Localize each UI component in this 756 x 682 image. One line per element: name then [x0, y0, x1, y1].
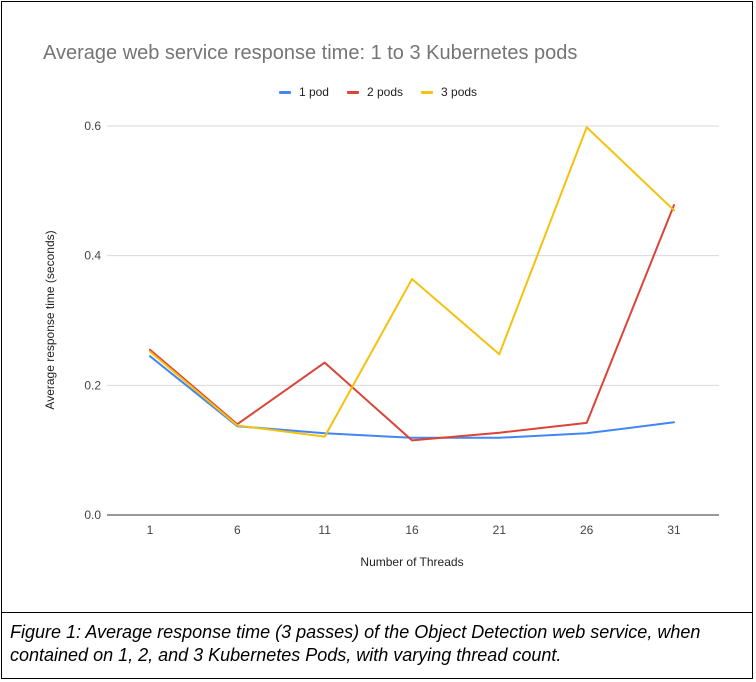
legend-swatch-1-pod	[278, 90, 291, 94]
y-tick-label: 0.4	[84, 249, 101, 263]
legend-swatch-3-pods	[421, 90, 434, 94]
y-tick-label: 0.6	[84, 119, 101, 133]
x-tick-label: 6	[234, 523, 241, 537]
gridlines	[107, 125, 719, 516]
legend-item-3-pods: 3 pods	[421, 85, 477, 99]
x-tick-label: 26	[580, 523, 594, 537]
legend-item-1-pod: 1 pod	[278, 85, 329, 99]
y-tick-label: 0.2	[84, 378, 101, 392]
figure-caption: Figure 1: Average response time (3 passe…	[10, 622, 701, 665]
chart-title: Average web service response time: 1 to …	[43, 42, 578, 64]
x-tick-label: 1	[147, 523, 154, 537]
series-line-1-pod	[149, 355, 675, 439]
legend-label-3-pods: 3 pods	[441, 85, 478, 99]
x-tick-label: 11	[318, 523, 331, 537]
y-axis-ticks: 0.0 0.2 0.4 0.6	[84, 119, 101, 522]
caption-divider	[2, 612, 752, 613]
x-tick-label: 31	[667, 523, 681, 537]
legend-label-1-pod: 1 pod	[298, 85, 329, 99]
chart-legend: 1 pod 2 pods 3 pods	[0, 85, 756, 99]
x-axis-label: Number of Threads	[360, 555, 463, 569]
y-tick-label: 0.0	[84, 508, 101, 522]
legend-label-2-pods: 2 pods	[366, 85, 404, 99]
series-lines	[149, 126, 675, 442]
series-line-2-pods	[149, 204, 675, 442]
series-line-3-pods	[149, 126, 675, 438]
y-axis-label: Average response time (seconds)	[43, 230, 57, 409]
x-axis-ticks: 1 6 11 16 21 26 31	[147, 523, 681, 537]
legend-item-2-pods: 2 pods	[346, 85, 404, 99]
x-tick-label: 21	[493, 523, 507, 537]
x-tick-label: 16	[405, 523, 419, 537]
legend-swatch-2-pods	[346, 90, 359, 94]
